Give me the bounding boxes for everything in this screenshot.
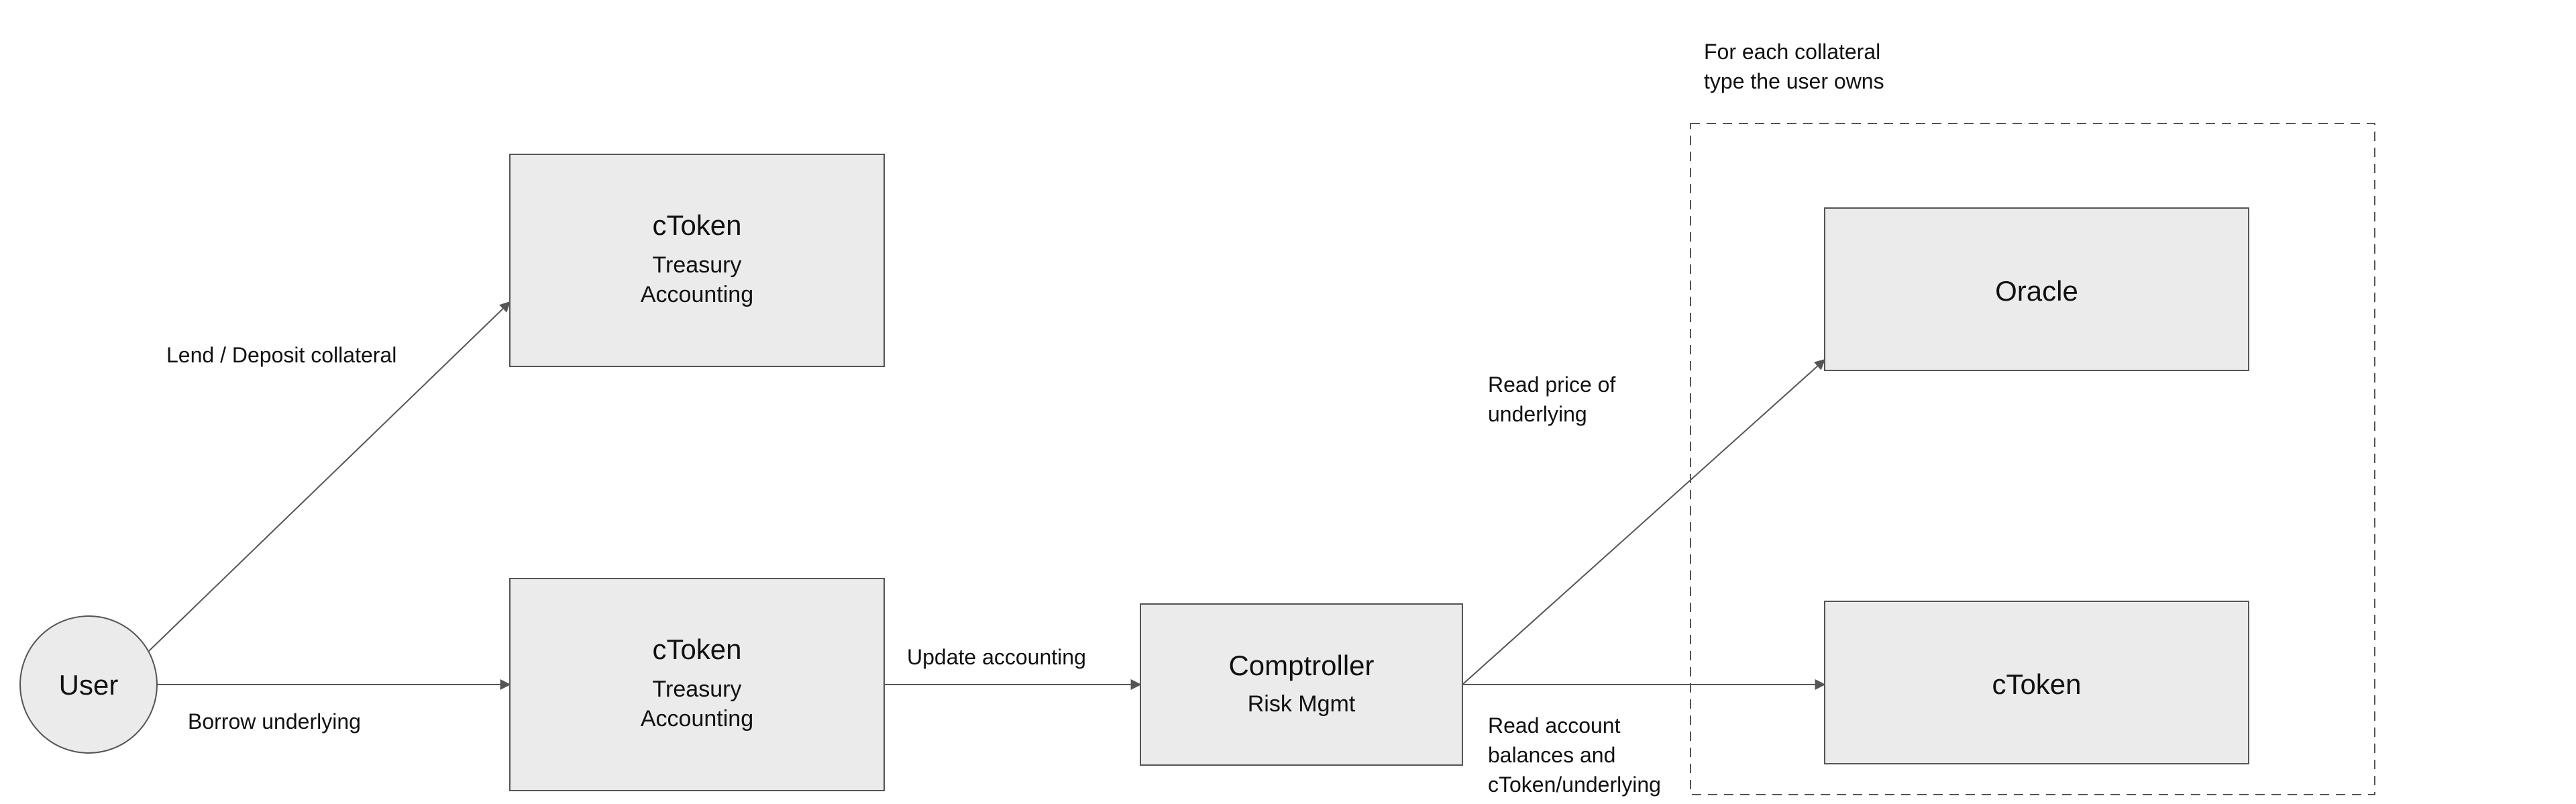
edge-read-balances-label-3: cToken/underlying bbox=[1488, 772, 1661, 797]
edge-read-price-label-1: Read price of bbox=[1488, 372, 1615, 397]
edge-lend-label: Lend / Deposit collateral bbox=[166, 343, 396, 367]
node-oracle-title: Oracle bbox=[1995, 275, 2078, 307]
node-ctoken-bottom-sub1: Treasury bbox=[653, 676, 742, 702]
node-ctoken-right-title: cToken bbox=[1992, 668, 2081, 700]
edge-read-balances-label-2: balances and bbox=[1488, 743, 1615, 767]
collateral-loop-caption-1: For each collateral bbox=[1704, 40, 1880, 64]
edge-borrow-label: Borrow underlying bbox=[188, 709, 361, 734]
node-user-title: User bbox=[59, 669, 119, 701]
edge-update-label: Update accounting bbox=[907, 645, 1086, 669]
node-ctoken-bottom-sub2: Accounting bbox=[641, 706, 753, 732]
edge-read-balances-label-1: Read account bbox=[1488, 713, 1621, 738]
node-ctoken-top-sub2: Accounting bbox=[641, 282, 753, 307]
node-comptroller-sub: Risk Mgmt bbox=[1248, 691, 1356, 717]
edge-read-price-label-2: underlying bbox=[1488, 402, 1587, 426]
collateral-loop-caption-2: type the user owns bbox=[1704, 69, 1884, 93]
node-ctoken-top-title: cToken bbox=[652, 209, 741, 241]
node-comptroller-title: Comptroller bbox=[1228, 650, 1374, 681]
node-comptroller bbox=[1140, 604, 1462, 765]
node-ctoken-top-sub1: Treasury bbox=[653, 252, 742, 278]
diagram-canvas: For each collateral type the user owns L… bbox=[0, 0, 2576, 804]
node-ctoken-bottom-title: cToken bbox=[652, 634, 741, 665]
